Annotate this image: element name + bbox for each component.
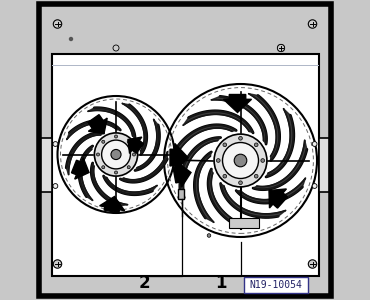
Circle shape <box>312 184 317 188</box>
Polygon shape <box>91 163 128 206</box>
Circle shape <box>223 174 227 178</box>
Circle shape <box>53 184 58 188</box>
Circle shape <box>234 154 247 167</box>
Circle shape <box>132 153 135 156</box>
Polygon shape <box>66 133 104 175</box>
Bar <box>243 277 308 293</box>
Circle shape <box>70 38 73 40</box>
Polygon shape <box>100 196 125 213</box>
Polygon shape <box>211 96 266 144</box>
Polygon shape <box>180 138 221 198</box>
Circle shape <box>53 142 58 146</box>
Circle shape <box>127 166 130 169</box>
Polygon shape <box>236 178 306 203</box>
Circle shape <box>239 136 242 140</box>
Circle shape <box>114 171 118 174</box>
Bar <box>178 189 184 199</box>
Circle shape <box>216 159 220 162</box>
Circle shape <box>278 44 285 52</box>
Bar <box>51 54 319 276</box>
Polygon shape <box>104 176 157 195</box>
Circle shape <box>261 159 265 162</box>
Circle shape <box>53 20 62 28</box>
Bar <box>319 138 329 192</box>
Polygon shape <box>249 94 280 160</box>
Polygon shape <box>88 108 135 139</box>
Circle shape <box>222 142 259 178</box>
Polygon shape <box>88 115 107 134</box>
Polygon shape <box>79 146 92 200</box>
Circle shape <box>312 142 317 146</box>
Text: 1: 1 <box>215 274 227 292</box>
Circle shape <box>102 140 130 169</box>
Circle shape <box>127 140 130 143</box>
Bar <box>229 218 259 228</box>
Circle shape <box>207 234 211 237</box>
Polygon shape <box>253 140 307 190</box>
Polygon shape <box>120 152 167 182</box>
Polygon shape <box>71 158 89 179</box>
Polygon shape <box>135 119 159 170</box>
Circle shape <box>102 140 105 143</box>
Circle shape <box>114 135 118 138</box>
Circle shape <box>53 260 62 268</box>
Circle shape <box>223 143 227 147</box>
Polygon shape <box>122 103 147 154</box>
Circle shape <box>308 20 317 28</box>
Circle shape <box>102 166 105 169</box>
Text: 2: 2 <box>139 274 150 292</box>
Polygon shape <box>173 162 191 187</box>
Polygon shape <box>173 125 236 162</box>
Bar <box>41 138 51 192</box>
Polygon shape <box>170 143 188 172</box>
Circle shape <box>111 149 121 160</box>
Polygon shape <box>194 152 214 222</box>
Polygon shape <box>128 137 144 153</box>
Circle shape <box>308 260 317 268</box>
Circle shape <box>214 134 267 187</box>
Polygon shape <box>266 109 294 177</box>
Polygon shape <box>67 121 120 140</box>
Polygon shape <box>223 94 252 112</box>
Circle shape <box>254 143 258 147</box>
Circle shape <box>97 153 100 156</box>
Circle shape <box>278 44 285 52</box>
Polygon shape <box>208 169 252 228</box>
Polygon shape <box>183 111 253 133</box>
Bar <box>51 64 319 66</box>
Polygon shape <box>269 189 287 208</box>
Circle shape <box>113 45 119 51</box>
Text: N19-10054: N19-10054 <box>249 280 302 290</box>
Circle shape <box>254 174 258 178</box>
Polygon shape <box>221 183 286 217</box>
Circle shape <box>94 133 138 176</box>
Circle shape <box>239 181 242 184</box>
